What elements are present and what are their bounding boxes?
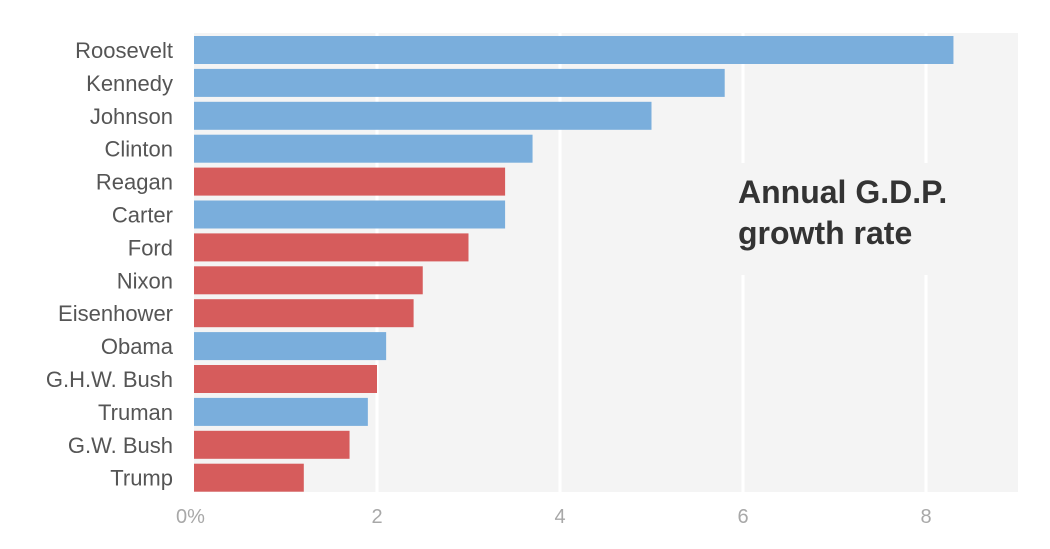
bar-clinton: [194, 134, 533, 163]
bar-reagan: [194, 167, 506, 196]
bar-label-clinton: Clinton: [105, 137, 173, 162]
bar-carter: [194, 200, 506, 229]
x-tick-label-8: 8: [920, 506, 931, 528]
bar-truman: [194, 397, 368, 426]
bar-label-reagan: Reagan: [96, 170, 173, 195]
chart-annotation: Annual G.D.P. growth rate: [728, 163, 958, 275]
category-labels: Roosevelt Kennedy Johnson Clinton Reagan Cart…: [46, 38, 174, 491]
bar-label-eisenhower: Eisenhower: [58, 301, 173, 326]
x-tick-label-2: 2: [371, 506, 382, 528]
bar-label-kennedy: Kennedy: [86, 71, 173, 96]
bar-label-carter: Carter: [112, 203, 173, 228]
bar-label-roosevelt: Roosevelt: [75, 38, 173, 63]
bar-label-johnson: Johnson: [90, 104, 173, 129]
bar-trump: [194, 463, 304, 492]
x-tick-label-6: 6: [737, 506, 748, 528]
bar-eisenhower: [194, 299, 414, 328]
x-tick-label-4: 4: [554, 506, 565, 528]
bar-label-obama: Obama: [101, 334, 174, 359]
bar-ford: [194, 233, 469, 262]
x-axis-ticks: 0% 2 4 6 8: [176, 506, 932, 528]
x-tick-label-0: 0%: [176, 506, 205, 528]
bar-label-trump: Trump: [110, 466, 173, 491]
bar-obama: [194, 332, 387, 361]
bar-label-ford: Ford: [128, 235, 173, 260]
bar-label-truman: Truman: [98, 400, 173, 425]
bar-roosevelt: [194, 36, 954, 64]
bar-nixon: [194, 266, 423, 295]
bar-kennedy: [194, 68, 725, 97]
annotation-backdrop: [728, 163, 958, 275]
bar-label-g-w-bush: G.W. Bush: [68, 433, 173, 458]
bar-label-g-h-w-bush: G.H.W. Bush: [46, 367, 173, 392]
annotation-line-1: Annual G.D.P.: [738, 174, 947, 210]
bar-g-w-bush: [194, 430, 350, 459]
bar-label-nixon: Nixon: [117, 268, 173, 293]
annotation-line-2: growth rate: [738, 215, 912, 251]
bar-johnson: [194, 101, 652, 130]
bar-g-h-w-bush: [194, 365, 377, 393]
bars: [194, 36, 954, 492]
